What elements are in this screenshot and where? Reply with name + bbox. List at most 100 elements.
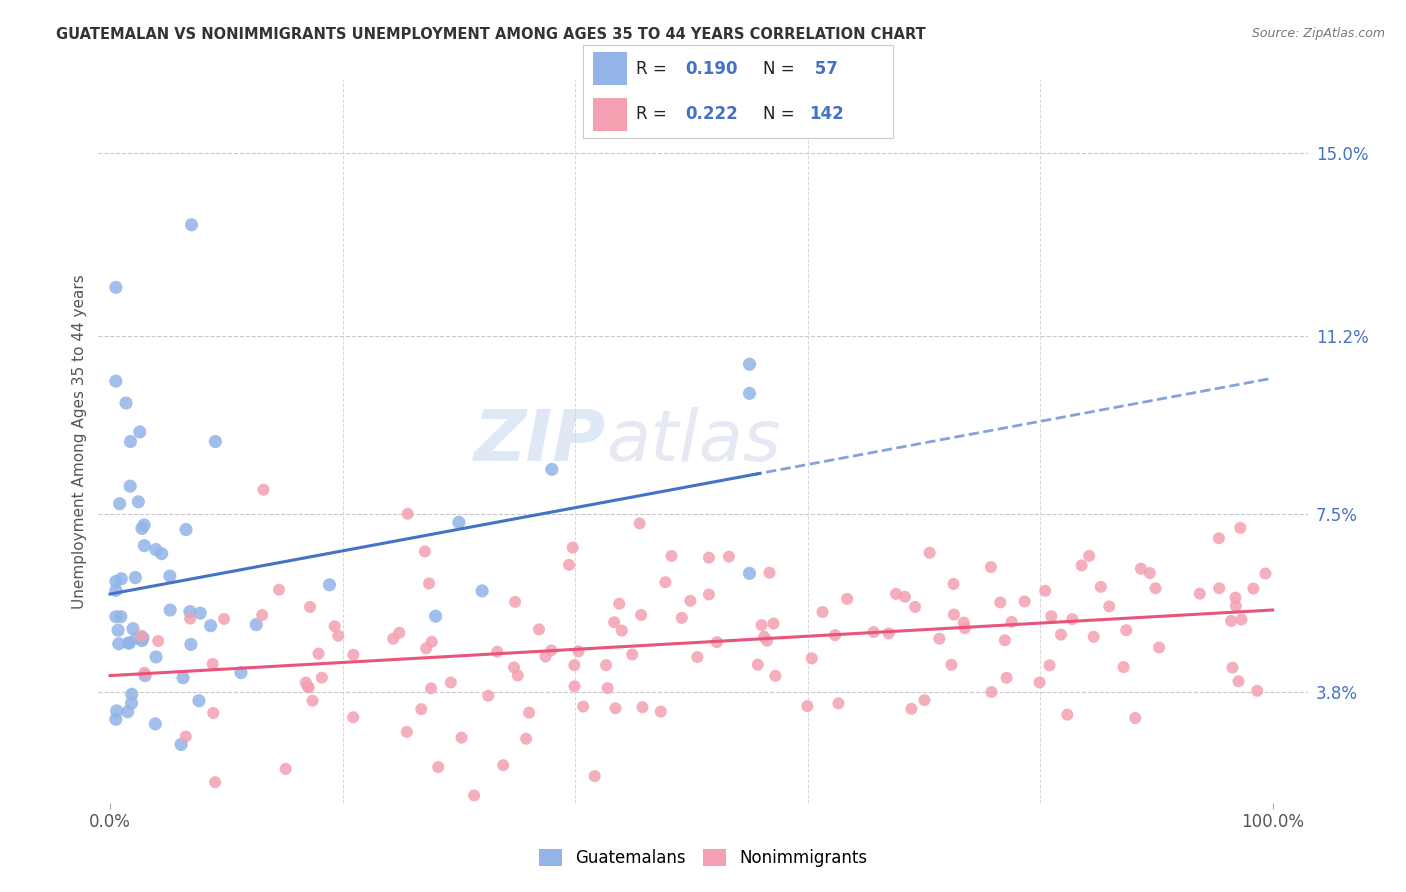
Point: [517, 706, 540, 720]
Point: [120, 434, 142, 449]
Point: [395, 725, 418, 739]
Point: [1144, 582, 1167, 596]
Point: [918, 546, 941, 560]
Point: [418, 576, 440, 591]
Point: [122, 622, 145, 636]
Point: [415, 641, 437, 656]
Point: [229, 665, 252, 680]
Point: [1050, 628, 1073, 642]
Point: [104, 712, 127, 726]
Point: [824, 628, 846, 642]
Point: [323, 619, 346, 633]
Point: [200, 618, 222, 632]
Text: R =: R =: [636, 60, 672, 78]
Point: [837, 591, 859, 606]
Point: [1014, 594, 1036, 608]
Point: [763, 669, 786, 683]
Point: [1254, 566, 1277, 581]
Point: [603, 615, 626, 630]
Point: [884, 587, 907, 601]
Point: [212, 612, 235, 626]
Point: [900, 702, 922, 716]
Point: [107, 637, 129, 651]
Point: [1115, 624, 1137, 638]
Text: 0.190: 0.190: [686, 60, 738, 78]
Point: [420, 681, 443, 696]
Point: [172, 671, 194, 685]
Point: [1129, 562, 1152, 576]
Point: [388, 625, 411, 640]
Point: [145, 649, 167, 664]
Point: [110, 609, 132, 624]
Point: [204, 775, 226, 789]
Point: [1139, 566, 1161, 580]
Point: [904, 599, 927, 614]
Point: [953, 621, 976, 635]
Point: [630, 607, 652, 622]
Point: [796, 699, 818, 714]
Point: [1241, 582, 1264, 596]
Point: [159, 569, 181, 583]
Point: [128, 425, 150, 439]
Point: [447, 516, 470, 530]
Point: [117, 705, 139, 719]
Point: [104, 609, 127, 624]
Point: [650, 705, 672, 719]
Y-axis label: Unemployment Among Ages 35 to 44 years: Unemployment Among Ages 35 to 44 years: [72, 274, 87, 609]
Point: [463, 789, 485, 803]
Point: [104, 374, 127, 388]
Point: [1225, 591, 1247, 605]
Point: [110, 572, 132, 586]
Point: [1001, 615, 1024, 629]
Point: [201, 657, 224, 671]
Point: [396, 507, 419, 521]
Point: [679, 593, 702, 607]
Point: [942, 607, 965, 622]
Point: [145, 542, 167, 557]
Point: [583, 769, 606, 783]
Point: [1246, 683, 1268, 698]
Point: [697, 587, 720, 601]
Point: [131, 521, 153, 535]
Point: [298, 599, 321, 614]
Point: [1062, 612, 1084, 626]
Point: [252, 483, 274, 497]
Point: [179, 612, 201, 626]
Point: [561, 541, 583, 555]
Point: [567, 644, 589, 658]
Point: [595, 658, 617, 673]
Point: [301, 694, 323, 708]
Point: [686, 650, 709, 665]
Point: [104, 574, 127, 589]
Point: [610, 624, 633, 638]
Point: [132, 518, 155, 533]
Point: [311, 671, 333, 685]
Point: [342, 648, 364, 662]
Point: [1123, 711, 1146, 725]
Point: [1112, 660, 1135, 674]
Point: [131, 633, 153, 648]
Text: N =: N =: [763, 60, 800, 78]
Point: [250, 608, 273, 623]
Point: [477, 689, 499, 703]
Point: [738, 566, 761, 581]
Point: [1227, 674, 1250, 689]
Point: [596, 681, 619, 695]
Point: [1028, 675, 1050, 690]
Point: [298, 681, 321, 695]
Point: [308, 647, 330, 661]
Point: [515, 731, 537, 746]
Point: [1056, 707, 1078, 722]
Point: [107, 624, 129, 638]
Point: [738, 386, 761, 401]
Point: [697, 550, 720, 565]
Point: [706, 635, 728, 649]
Point: [994, 633, 1017, 648]
Text: GUATEMALAN VS NONIMMIGRANTS UNEMPLOYMENT AMONG AGES 35 TO 44 YEARS CORRELATION C: GUATEMALAN VS NONIMMIGRANTS UNEMPLOYMENT…: [56, 27, 927, 42]
Point: [503, 660, 526, 674]
Point: [267, 582, 290, 597]
Point: [952, 615, 974, 630]
Point: [274, 762, 297, 776]
Point: [143, 716, 166, 731]
Point: [132, 631, 155, 645]
